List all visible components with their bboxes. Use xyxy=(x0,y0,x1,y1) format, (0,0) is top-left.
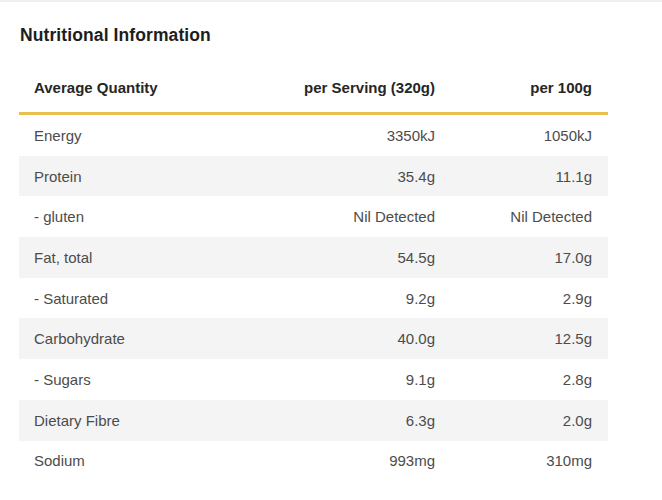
per-100g-value: 2.8g xyxy=(435,371,592,388)
per-100g-value: 310mg xyxy=(435,452,592,469)
nutrient-label: Fat, total xyxy=(34,249,245,266)
table-row: Fat, total 54.5g 17.0g xyxy=(19,237,608,278)
per-100g-value: 1050kJ xyxy=(435,127,592,144)
table-row: Carbohydrate 40.0g 12.5g xyxy=(19,318,608,359)
table-row: Dietary Fibre 6.3g 2.0g xyxy=(19,400,608,441)
per-serving-value: Nil Detected xyxy=(245,208,435,225)
per-serving-value: 9.1g xyxy=(245,371,435,388)
nutrient-label: Energy xyxy=(34,127,245,144)
per-serving-value: 35.4g xyxy=(245,168,435,185)
table-row: - gluten Nil Detected Nil Detected xyxy=(19,196,608,237)
per-100g-value: 12.5g xyxy=(435,330,592,347)
column-header-per-100g: per 100g xyxy=(435,79,592,96)
column-header-average-quantity: Average Quantity xyxy=(34,79,245,96)
table-header-row: Average Quantity per Serving (320g) per … xyxy=(19,68,608,115)
per-serving-value: 54.5g xyxy=(245,249,435,266)
table-row: Energy 3350kJ 1050kJ xyxy=(19,115,608,156)
top-divider xyxy=(0,0,662,2)
nutrient-label: Sodium xyxy=(34,452,245,469)
per-serving-value: 6.3g xyxy=(245,412,435,429)
per-serving-value: 9.2g xyxy=(245,290,435,307)
per-serving-value: 3350kJ xyxy=(245,127,435,144)
per-100g-value: Nil Detected xyxy=(435,208,592,225)
per-100g-value: 2.9g xyxy=(435,290,592,307)
nutrition-table: Average Quantity per Serving (320g) per … xyxy=(19,68,608,481)
nutrition-panel: Nutritional Information Average Quantity… xyxy=(0,0,662,500)
nutrient-label: - Sugars xyxy=(34,371,245,388)
per-100g-value: 11.1g xyxy=(435,168,592,185)
per-100g-value: 2.0g xyxy=(435,412,592,429)
nutrient-label: - Saturated xyxy=(34,290,245,307)
per-serving-value: 993mg xyxy=(245,452,435,469)
table-row: - Sugars 9.1g 2.8g xyxy=(19,359,608,400)
nutrient-label: - gluten xyxy=(34,208,245,225)
per-100g-value: 17.0g xyxy=(435,249,592,266)
page-title: Nutritional Information xyxy=(20,25,211,46)
table-row: - Saturated 9.2g 2.9g xyxy=(19,278,608,319)
column-header-per-serving: per Serving (320g) xyxy=(245,79,435,96)
table-row: Sodium 993mg 310mg xyxy=(19,441,608,482)
per-serving-value: 40.0g xyxy=(245,330,435,347)
table-row: Protein 35.4g 11.1g xyxy=(19,156,608,197)
nutrient-label: Protein xyxy=(34,168,245,185)
table-body: Energy 3350kJ 1050kJ Protein 35.4g 11.1g… xyxy=(19,115,608,481)
nutrient-label: Carbohydrate xyxy=(34,330,245,347)
nutrient-label: Dietary Fibre xyxy=(34,412,245,429)
